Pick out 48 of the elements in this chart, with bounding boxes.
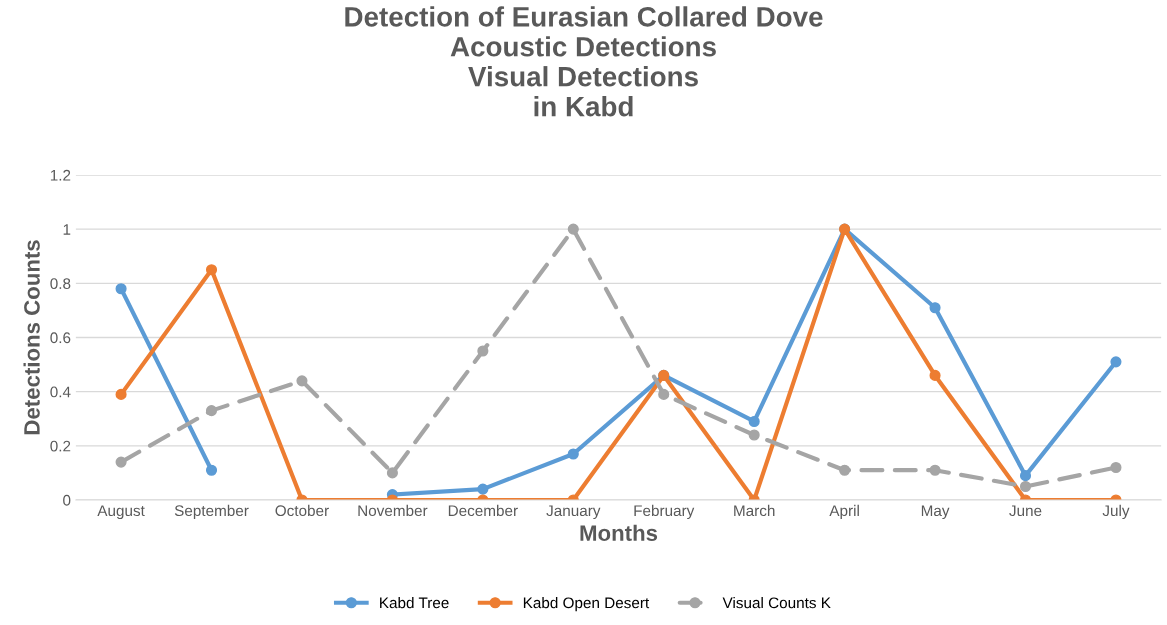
legend-label: Visual Counts K	[722, 597, 831, 609]
y-tick-label: 0.2	[50, 440, 71, 452]
y-tick-label: 1	[63, 224, 71, 235]
point	[748, 429, 760, 441]
x-tick-label: June	[1009, 505, 1042, 517]
x-axis-title: Months	[580, 524, 658, 541]
point	[477, 483, 489, 495]
x-tick-label: November	[358, 504, 428, 517]
point	[205, 464, 218, 476]
point	[1110, 461, 1122, 474]
point	[1019, 470, 1032, 482]
point	[1019, 480, 1032, 493]
point	[567, 223, 579, 235]
point	[567, 448, 579, 460]
point	[1110, 356, 1122, 368]
point	[929, 369, 941, 381]
y-tick-label: 1.2	[50, 169, 71, 181]
legend-label: Kabd Tree	[380, 597, 449, 609]
x-tick-label: January	[546, 505, 601, 520]
x-tick-label: October	[275, 504, 329, 517]
x-tick-label: August	[97, 505, 145, 520]
y-tick-label: 0	[63, 494, 71, 506]
point	[477, 345, 489, 357]
point	[929, 464, 941, 476]
point	[115, 456, 127, 468]
chart-title: Detection of Eurasian Collared Dove Acoustic Detections Visual Detections in Kabd	[345, 6, 823, 117]
point	[296, 375, 308, 387]
x-tick-label: February	[634, 504, 695, 520]
point	[658, 388, 670, 400]
x-tick-label: September	[174, 504, 249, 520]
point	[205, 405, 218, 417]
legend-label: Kabd Open Desert	[523, 597, 650, 612]
x-tick-label: December	[448, 504, 518, 517]
x-tick-label: March	[734, 504, 775, 517]
point	[839, 464, 851, 476]
point	[748, 415, 760, 428]
x-tick-label: May	[921, 505, 950, 520]
x-tick-label: July	[1102, 504, 1130, 520]
y-tick-label: 0.4	[50, 386, 71, 398]
point	[929, 302, 941, 314]
point	[115, 388, 127, 400]
point	[386, 467, 398, 479]
point	[115, 283, 127, 295]
x-tick-label: April	[829, 504, 859, 520]
y-tick-label: 0.8	[50, 278, 71, 290]
point	[205, 264, 218, 276]
y-tick-label: 0.6	[50, 332, 71, 344]
y-axis-title: Detections Counts	[23, 240, 40, 435]
